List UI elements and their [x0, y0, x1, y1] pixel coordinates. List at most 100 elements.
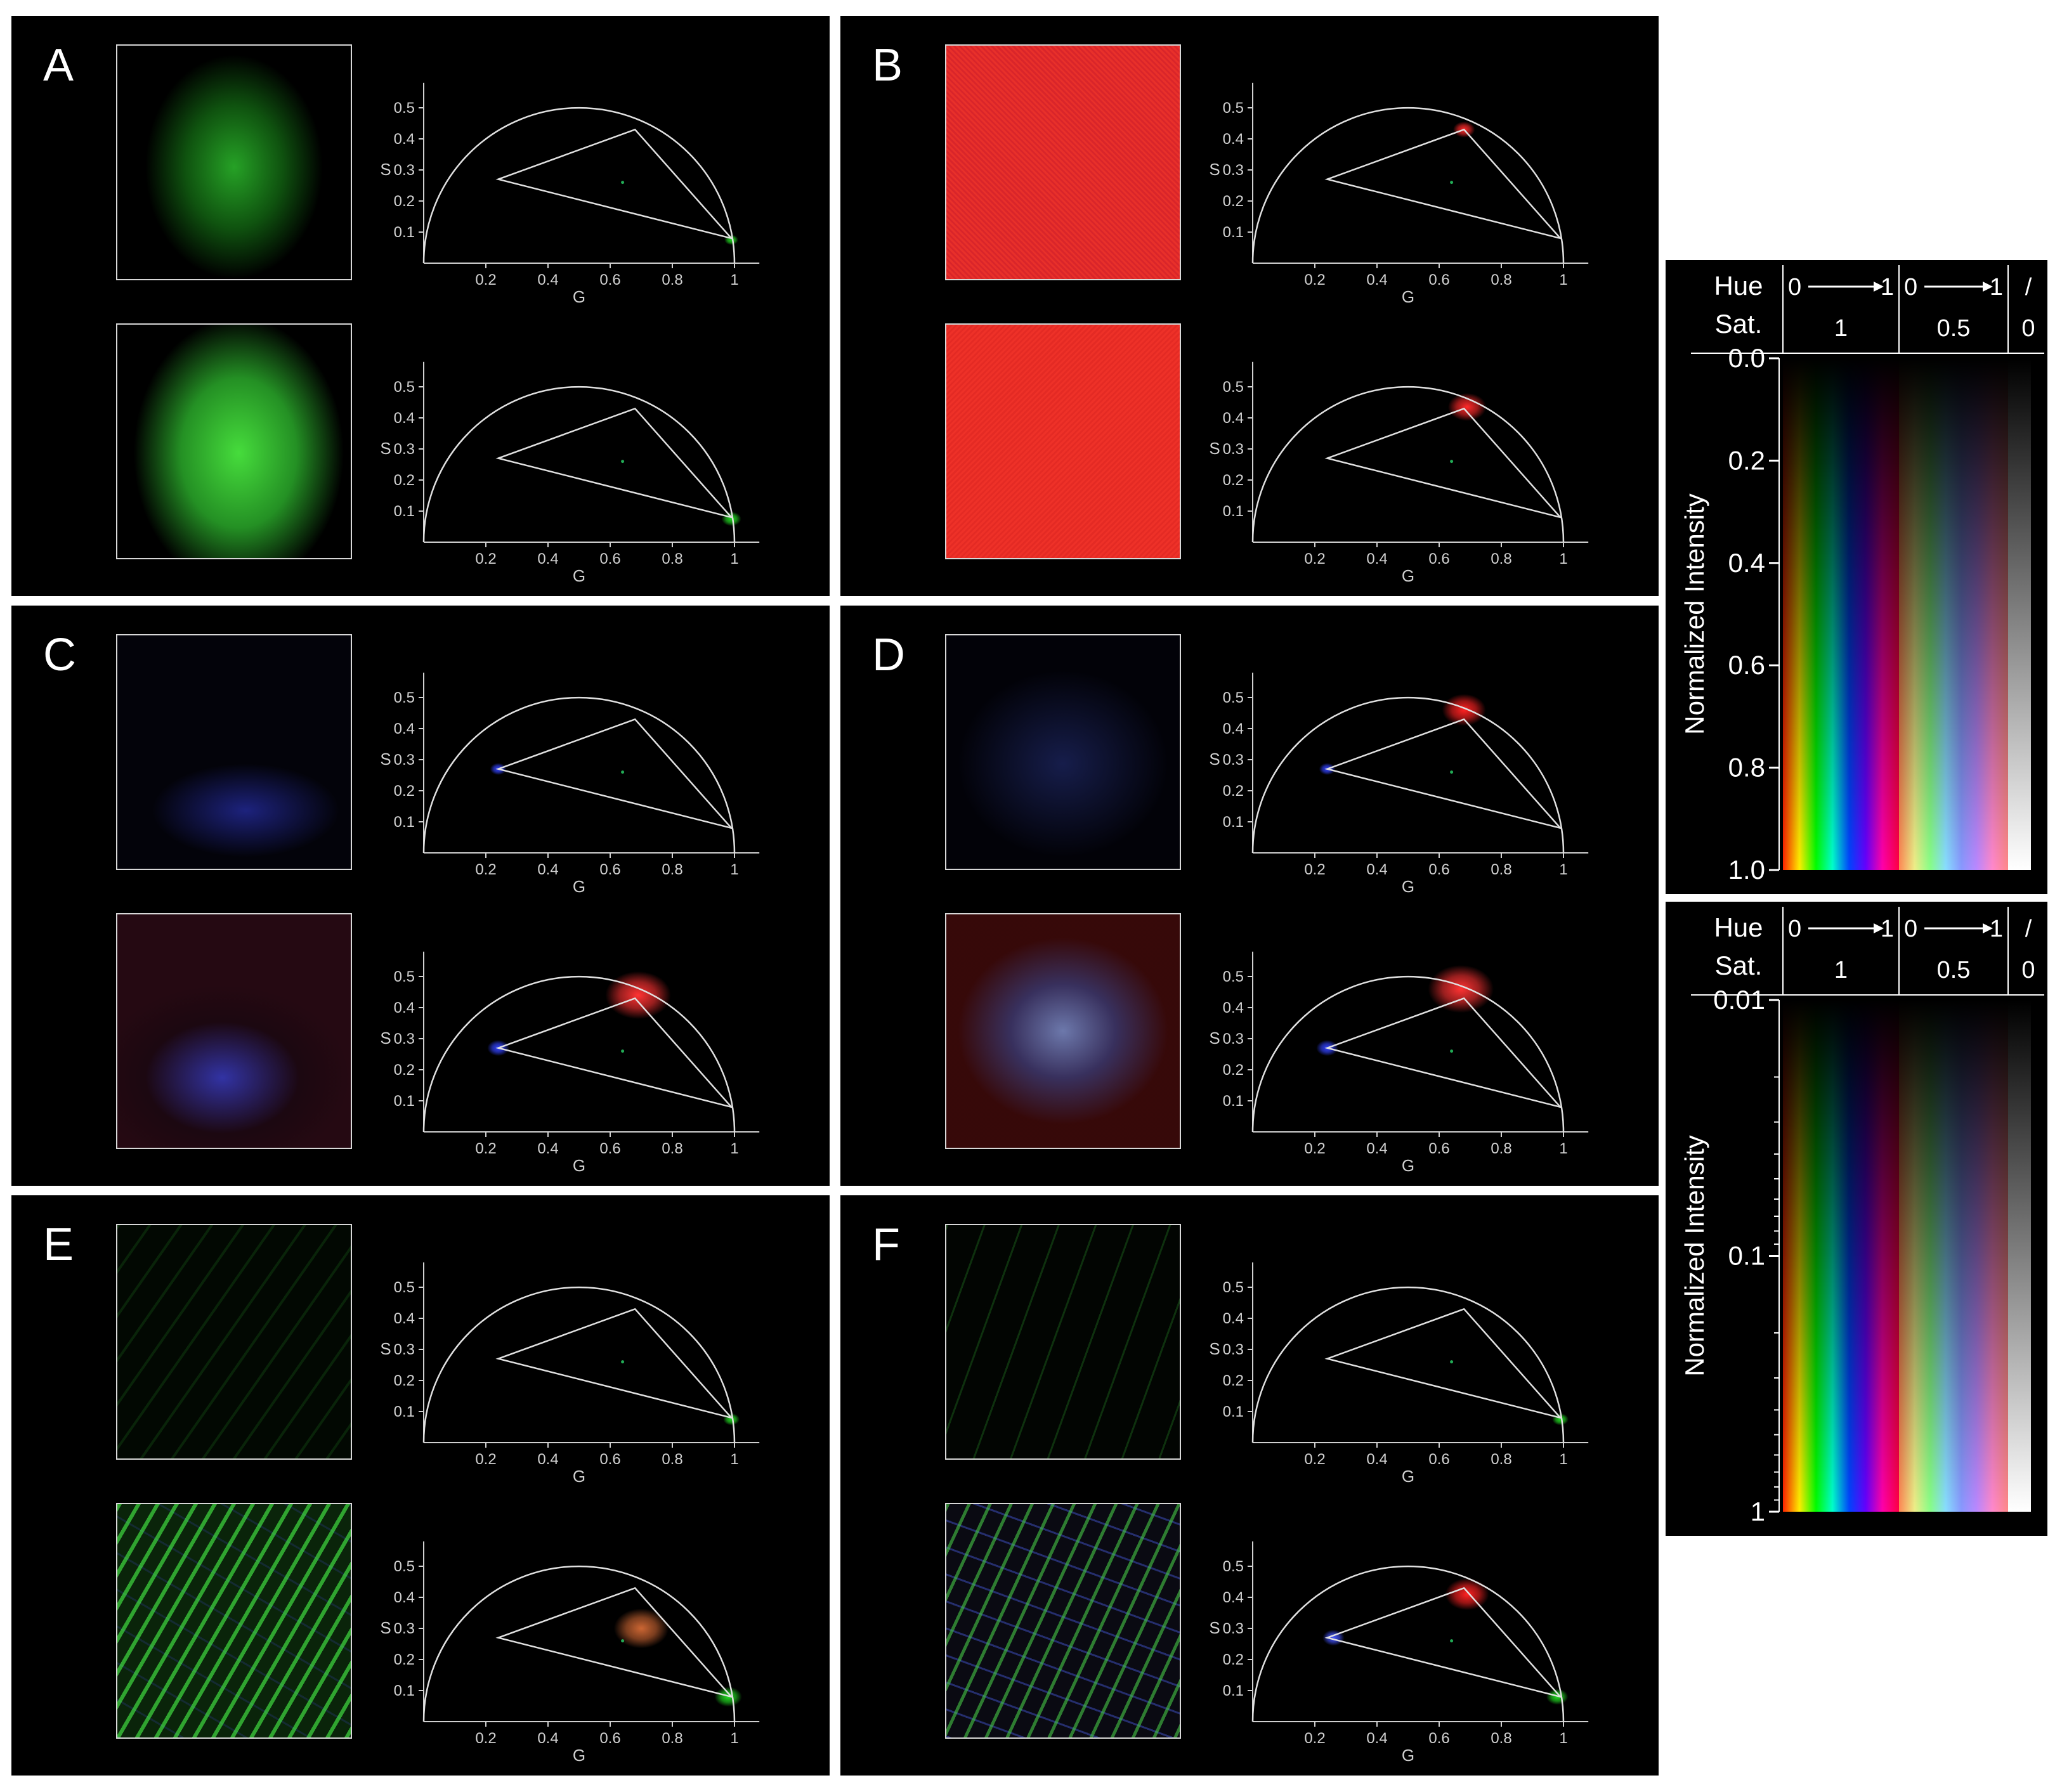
reference-triangle: [1324, 718, 1563, 830]
intensity-axis-label: Normalized Intensity: [1680, 493, 1709, 734]
phasor-plot: 0.2 0.4 0.6 0.8 1 0.1 0.2 0.3 0.4 0.5 G S: [380, 672, 760, 896]
x-tick-label: 0.6: [599, 1730, 620, 1747]
intensity-fade: [1783, 358, 2008, 870]
x-axis-label: G: [573, 1746, 585, 1765]
y-tick-label: 0.2: [1223, 1372, 1244, 1389]
x-tick-label: 1: [730, 1451, 738, 1468]
y-tick-label: 0.1: [394, 1682, 415, 1699]
x-tick-label: 0.8: [1491, 550, 1511, 568]
phasor-plot: 0.2 0.4 0.6 0.8 1 0.1 0.2 0.3 0.4 0.5 G S: [380, 361, 760, 585]
y-tick-label: 0.3: [1223, 751, 1244, 769]
y-tick-label: 0.5: [1223, 968, 1244, 985]
gray-bar: [2008, 358, 2031, 870]
micrograph-mixed-star: [945, 913, 1181, 1149]
x-tick-label: 0.4: [537, 550, 558, 568]
x-tick-label: 0.2: [1304, 1451, 1325, 1468]
y-tick-label: 0.2: [394, 1062, 415, 1079]
x-tick-label: 1: [730, 1140, 738, 1157]
y-axis-label: S: [380, 1618, 391, 1637]
y-tick-label: 0.4: [1223, 1589, 1244, 1606]
x-tick-label: 1: [1559, 271, 1567, 289]
reference-triangle: [495, 718, 734, 830]
x-axis-label: G: [573, 1156, 585, 1175]
x-tick-label: 0.2: [475, 271, 496, 289]
micrograph-blue-crystals: [116, 913, 352, 1149]
x-tick-label: 0.6: [599, 1140, 620, 1157]
micrograph-red-noise: [945, 44, 1181, 280]
arrow-head-icon: [1983, 282, 1993, 292]
panel-label: B: [872, 40, 903, 91]
x-tick-label: 1: [1559, 550, 1567, 568]
intensity-tick-label: 0.0: [1728, 343, 1765, 373]
x-axis-label: G: [1402, 1467, 1414, 1486]
intensity-tick-label: 0.4: [1728, 548, 1765, 578]
x-tick-label: 0.2: [1304, 1140, 1325, 1157]
y-tick-label: 0.3: [394, 1030, 415, 1048]
intensity-fade: [1783, 1000, 2008, 1512]
phasor-plot: 0.2 0.4 0.6 0.8 1 0.1 0.2 0.3 0.4 0.5 G S: [1209, 1541, 1589, 1765]
y-tick-label: 0.5: [394, 379, 415, 396]
x-tick-label: 0.2: [475, 1730, 496, 1747]
x-tick-label: 0.4: [1366, 1140, 1387, 1157]
phasor-plot: 0.2 0.4 0.6 0.8 1 0.1 0.2 0.3 0.4 0.5 G S: [1209, 672, 1589, 896]
intensity-tick-label: 0.8: [1728, 753, 1765, 782]
panel-label: A: [43, 40, 74, 91]
x-tick-label: 1: [730, 550, 738, 568]
sat-value: 1: [1834, 957, 1848, 984]
center-marker: [1450, 770, 1454, 774]
x-tick-label: 0.8: [662, 861, 682, 878]
phasor-plot: 0.2 0.4 0.6 0.8 1 0.1 0.2 0.3 0.4 0.5 G S: [1209, 951, 1589, 1175]
gray-slash: /: [2025, 274, 2032, 301]
y-tick-label: 0.5: [394, 1279, 415, 1296]
y-axis-label: S: [1209, 750, 1220, 769]
universal-circle: [1251, 696, 1565, 854]
arrow-head-icon: [1874, 282, 1884, 292]
x-tick-label: 0.6: [1428, 861, 1449, 878]
x-tick-label: 1: [730, 1730, 738, 1747]
micrograph-red-noise-bright: [945, 323, 1181, 559]
arrow-head-icon: [1983, 923, 1993, 933]
sat-value: 1: [1834, 315, 1848, 342]
x-tick-label: 0.8: [662, 1730, 682, 1747]
universal-circle: [1251, 975, 1565, 1133]
y-tick-label: 0.1: [1223, 1403, 1244, 1420]
y-tick-label: 0.4: [1223, 1310, 1244, 1327]
hue-label: Hue: [1714, 271, 1763, 301]
x-tick-label: 0.6: [599, 271, 620, 289]
hue-start: 0: [1788, 274, 1801, 301]
x-tick-label: 0.6: [1428, 1730, 1449, 1747]
center-marker: [621, 1360, 625, 1364]
reference-triangle: [495, 997, 734, 1109]
center-marker: [621, 460, 625, 464]
panel-label: D: [872, 630, 905, 680]
data-cluster: [1428, 964, 1494, 1013]
y-tick-label: 0.2: [1223, 782, 1244, 800]
y-tick-label: 0.3: [1223, 1620, 1244, 1637]
center-marker: [621, 1049, 625, 1053]
x-tick-label: 0.8: [1491, 861, 1511, 878]
intensity-tick-label: 1.0: [1728, 855, 1765, 885]
x-tick-label: 0.4: [1366, 861, 1387, 878]
y-tick-label: 0.4: [394, 1589, 415, 1606]
phasor-plot: 0.2 0.4 0.6 0.8 1 0.1 0.2 0.3 0.4 0.5 G S: [1209, 1262, 1589, 1486]
y-tick-label: 0.3: [394, 1341, 415, 1358]
x-tick-label: 0.4: [1366, 271, 1387, 289]
gray-slash: /: [2025, 916, 2032, 942]
panel-label: C: [43, 630, 76, 680]
y-tick-label: 0.4: [1223, 999, 1244, 1016]
y-tick-label: 0.3: [394, 162, 415, 179]
y-tick-label: 0.5: [1223, 1558, 1244, 1575]
x-tick-label: 0.6: [1428, 1451, 1449, 1468]
universal-circle: [1251, 1565, 1565, 1722]
x-tick-label: 1: [730, 271, 738, 289]
y-tick-label: 0.3: [394, 441, 415, 458]
hue-start: 0: [1904, 274, 1917, 301]
y-tick-label: 0.1: [394, 1093, 415, 1110]
center-marker: [1450, 1360, 1454, 1364]
x-tick-label: 0.4: [537, 1140, 558, 1157]
y-tick-label: 0.1: [394, 503, 415, 520]
x-tick-label: 0.2: [1304, 1730, 1325, 1747]
x-tick-label: 0.6: [599, 550, 620, 568]
panel-label: E: [43, 1219, 74, 1270]
x-tick-label: 0.8: [1491, 271, 1511, 289]
